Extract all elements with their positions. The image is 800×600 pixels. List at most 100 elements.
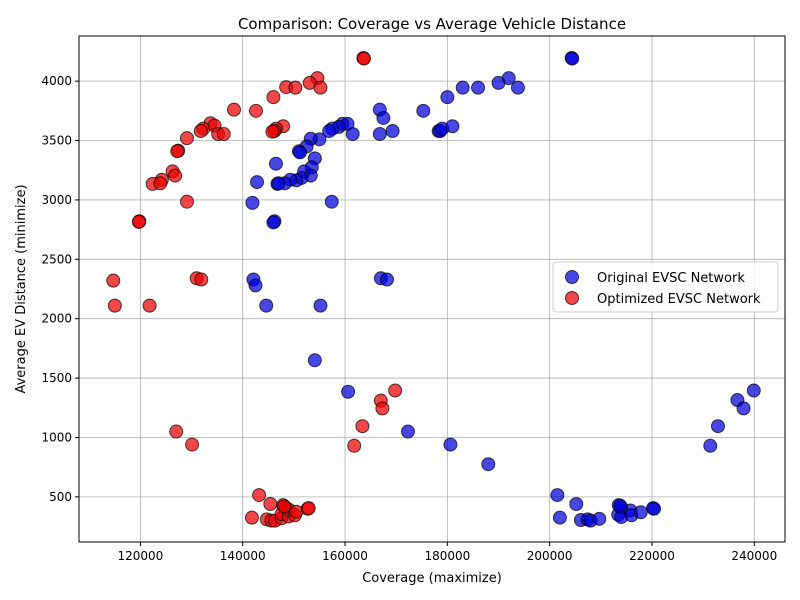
data-point — [266, 90, 281, 105]
data-point — [400, 424, 415, 439]
x-tick-label: 220000 — [629, 549, 675, 563]
data-point — [565, 51, 580, 66]
x-tick-label: 120000 — [117, 549, 163, 563]
data-point — [471, 80, 486, 95]
x-axis-title: Coverage (maximize) — [362, 571, 502, 586]
x-tick-label: 240000 — [731, 549, 777, 563]
data-point — [185, 437, 200, 452]
data-point — [355, 419, 370, 434]
x-tick-label: 180000 — [424, 549, 470, 563]
data-point — [569, 496, 584, 511]
data-point — [153, 176, 168, 191]
legend-label-optimized: Optimized EVSC Network — [597, 292, 761, 307]
data-point — [313, 298, 328, 313]
data-point — [388, 383, 403, 398]
data-point — [107, 298, 122, 313]
data-point — [266, 215, 281, 230]
data-point — [385, 124, 400, 139]
data-point — [169, 424, 184, 439]
data-point — [194, 272, 209, 287]
data-point — [277, 499, 292, 514]
y-tick-label: 1500 — [41, 371, 72, 385]
data-point — [552, 510, 567, 525]
data-point — [293, 145, 308, 160]
data-point — [592, 511, 607, 526]
data-point — [179, 131, 194, 146]
y-axis-title: Average EV Distance (minimize) — [14, 184, 29, 393]
data-point — [703, 438, 718, 453]
y-tick-label: 4000 — [41, 74, 72, 88]
data-point — [249, 103, 264, 118]
data-point — [375, 401, 390, 416]
data-point — [345, 126, 360, 141]
data-point — [324, 194, 339, 209]
data-point — [265, 124, 280, 139]
data-point — [550, 488, 565, 503]
data-point — [131, 214, 146, 229]
data-point — [356, 51, 371, 66]
data-point — [227, 102, 242, 117]
data-point — [288, 80, 303, 95]
data-point — [259, 298, 274, 313]
data-point — [244, 510, 259, 525]
data-point — [168, 168, 183, 183]
data-point — [245, 195, 260, 210]
y-tick-label: 3000 — [41, 193, 72, 207]
x-tick-label: 160000 — [322, 549, 368, 563]
data-point — [268, 156, 283, 171]
data-point — [710, 419, 725, 434]
data-point — [322, 124, 337, 139]
chart-title: Comparison: Coverage vs Average Vehicle … — [238, 15, 626, 33]
data-point — [263, 496, 278, 511]
data-point — [445, 119, 460, 134]
data-point — [736, 401, 751, 416]
legend: Original EVSC Network Optimized EVSC Net… — [552, 261, 779, 313]
data-point — [248, 278, 263, 293]
legend-box — [552, 261, 779, 313]
data-point — [379, 272, 394, 287]
data-point — [106, 273, 121, 288]
plot-frame — [78, 35, 786, 543]
y-tick-label: 1000 — [41, 430, 72, 444]
data-point — [216, 126, 231, 141]
data-point — [271, 176, 286, 191]
data-point — [376, 110, 391, 125]
data-point — [372, 126, 387, 141]
data-point — [313, 80, 328, 95]
data-point — [647, 501, 662, 516]
data-point — [193, 124, 208, 139]
x-tick-label: 140000 — [220, 549, 266, 563]
data-point — [307, 353, 322, 368]
data-point — [416, 103, 431, 118]
data-point — [250, 175, 265, 190]
y-tick-label: 500 — [49, 490, 72, 504]
legend-marker-optimized — [565, 291, 579, 305]
legend-label-original: Original EVSC Network — [597, 271, 745, 286]
legend-marker-original — [565, 270, 579, 284]
data-point — [170, 144, 185, 159]
data-point — [633, 505, 648, 520]
series-1 — [106, 50, 403, 528]
y-tick-label: 2000 — [41, 312, 72, 326]
data-point — [142, 298, 157, 313]
data-point — [440, 90, 455, 105]
x-tick-label: 200000 — [527, 549, 573, 563]
y-tick-label: 2500 — [41, 252, 72, 266]
data-point — [347, 438, 362, 453]
data-point — [301, 501, 316, 516]
data-point — [252, 488, 267, 503]
data-point — [481, 457, 496, 472]
data-point — [179, 194, 194, 209]
data-points — [106, 50, 761, 528]
y-tick-label: 3500 — [41, 134, 72, 148]
data-point — [341, 384, 356, 399]
data-point — [510, 80, 525, 95]
series-0 — [245, 50, 761, 528]
data-point — [613, 498, 628, 513]
data-point — [491, 75, 506, 90]
data-point — [455, 80, 470, 95]
data-point — [746, 383, 761, 398]
data-point — [443, 437, 458, 452]
y-axis-ticks: 500 1000 1500 2000 2500 3000 3500 4000 — [41, 74, 79, 504]
